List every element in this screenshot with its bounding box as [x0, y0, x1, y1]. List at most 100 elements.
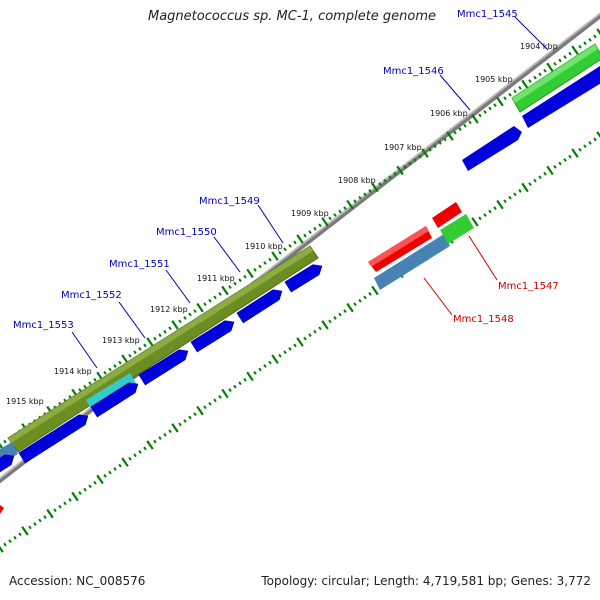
ruler-minor-tick [513, 89, 517, 94]
ruler-major-tick [371, 285, 379, 296]
ruler-major-tick [321, 217, 329, 227]
cds-arrow-blue [0, 454, 15, 473]
ruler-minor-tick [163, 329, 167, 334]
ruler-minor-tick [193, 309, 197, 313]
ruler-minor-tick [183, 316, 187, 320]
ruler-minor-tick [588, 140, 592, 145]
ruler-minor-tick [3, 439, 7, 444]
ruler-minor-tick [403, 165, 407, 169]
gene-red-fragment [0, 505, 4, 514]
ruler-minor-tick [493, 103, 497, 107]
ruler-minor-tick [303, 336, 307, 341]
ruler-minor-tick [503, 96, 507, 101]
gene-label-mmc1-1545[interactable]: Mmc1_1545 [457, 9, 518, 20]
cds-arrow-blue [138, 349, 189, 386]
leader-lines [71, 16, 549, 369]
ruler-minor-tick [93, 480, 97, 485]
ruler-minor-tick [303, 233, 307, 238]
ruler-minor-tick [328, 319, 332, 324]
ruler-minor-tick [328, 216, 332, 221]
ruler-minor-tick [413, 158, 417, 162]
ruler-minor-tick [363, 192, 367, 197]
ruler-minor-tick [578, 147, 582, 152]
ruler-minor-tick [138, 449, 142, 454]
ruler-minor-tick [463, 123, 467, 128]
ruler-minor-tick [518, 189, 522, 193]
gene-label-mmc1-1550[interactable]: Mmc1_1550 [156, 227, 217, 238]
ruler-minor-tick [378, 182, 382, 186]
ruler-minor-tick [593, 34, 597, 39]
ruler-minor-tick [313, 329, 317, 334]
ruler-minor-tick [258, 367, 262, 372]
ruler-minor-tick [483, 110, 487, 114]
ruler-major-tick [571, 148, 579, 158]
gene-label-mmc1-1548[interactable]: Mmc1_1548 [453, 314, 514, 325]
gene-label-mmc1-1551[interactable]: Mmc1_1551 [109, 259, 170, 270]
ruler-minor-tick [83, 384, 87, 389]
ruler-minor-tick [188, 312, 192, 317]
scale-label: 1912 kbp [150, 305, 188, 314]
ruler-minor-tick [3, 542, 7, 547]
ruler-major-tick [196, 405, 204, 416]
scale-labels: 1904 kbp 1905 kbp 1906 kbp 1907 kbp 1908 kbp… [6, 42, 558, 406]
cds-arrow-blue [18, 414, 89, 464]
ruler-major-tick [596, 131, 600, 138]
ruler-minor-tick [63, 501, 67, 506]
ruler-minor-tick [153, 336, 157, 341]
ruler-minor-tick [368, 189, 372, 193]
scale-label: 1913 kbp [102, 336, 140, 345]
ruler-major-tick [71, 491, 79, 502]
ruler-minor-tick [563, 158, 567, 162]
scale-label: 1906 kbp [430, 109, 468, 118]
ruler-major-tick [46, 508, 54, 519]
ruler-minor-tick [288, 243, 292, 248]
ruler-ticks-upper [0, 28, 600, 450]
ruler-major-tick [196, 302, 204, 313]
ruler-minor-tick [333, 316, 337, 320]
ruler-minor-tick [508, 92, 512, 97]
scale-label: 1904 kbp [520, 42, 558, 51]
ruler-minor-tick [358, 195, 362, 200]
ruler-minor-tick [88, 484, 92, 489]
ruler-minor-tick [188, 415, 192, 420]
ruler-minor-tick [108, 470, 112, 475]
ruler-major-tick [271, 354, 279, 364]
ruler-minor-tick [358, 298, 362, 303]
ruler-minor-tick [203, 405, 207, 410]
ruler-minor-tick [13, 535, 17, 540]
ruler-minor-tick [213, 295, 217, 300]
ruler-minor-tick [493, 206, 497, 210]
ruler-minor-tick [313, 226, 317, 231]
ruler-minor-tick [128, 353, 132, 358]
ruler-minor-tick [513, 192, 517, 197]
gene-label-mmc1-1549[interactable]: Mmc1_1549 [199, 196, 260, 207]
gene-label-mmc1-1546[interactable]: Mmc1_1546 [383, 66, 444, 77]
ruler-minor-tick [143, 446, 147, 451]
ruler-major-tick [471, 217, 479, 227]
ruler-minor-tick [453, 130, 457, 135]
ruler-minor-tick [553, 62, 557, 66]
ruler-minor-tick [368, 292, 372, 296]
ruler-minor-tick [408, 161, 412, 166]
ruler-minor-tick [43, 515, 47, 519]
ruler-minor-tick [518, 86, 522, 90]
ruler-minor-tick [103, 474, 107, 478]
ruler-major-tick [571, 45, 579, 55]
gene-steelblue-1548 [374, 234, 450, 290]
ruler-minor-tick [343, 309, 347, 313]
ruler-minor-tick [143, 343, 147, 348]
ruler-minor-tick [38, 518, 42, 523]
ruler-minor-tick [553, 165, 557, 169]
ruler-major-tick [221, 285, 229, 296]
ruler-minor-tick [58, 504, 62, 509]
ruler-minor-tick [583, 144, 587, 149]
cds-arrow-blue [236, 289, 283, 324]
gene-label-mmc1-1553[interactable]: Mmc1_1553 [13, 320, 74, 331]
ruler-major-tick [221, 388, 229, 399]
gene-label-mmc1-1552[interactable]: Mmc1_1552 [61, 290, 122, 301]
ruler-minor-tick [238, 278, 242, 283]
ruler-major-tick [371, 182, 379, 193]
ruler-minor-tick [363, 295, 367, 300]
gene-label-mmc1-1547[interactable]: Mmc1_1547 [498, 281, 559, 292]
ruler-minor-tick [208, 401, 212, 406]
